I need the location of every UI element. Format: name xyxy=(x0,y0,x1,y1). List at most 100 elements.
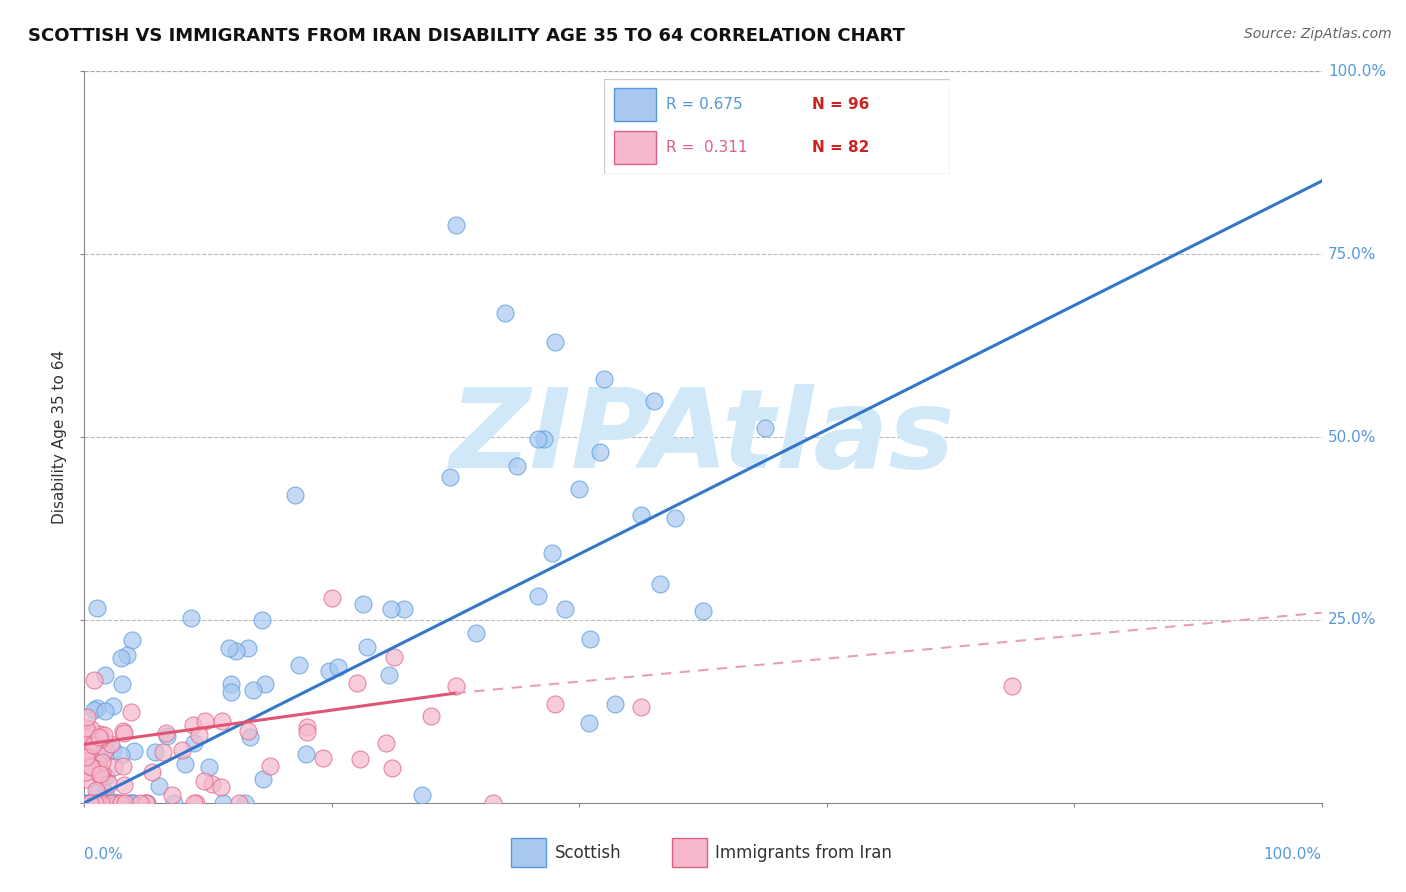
Point xyxy=(94,743,117,757)
Point xyxy=(643,393,665,408)
Point xyxy=(87,796,110,810)
Point xyxy=(380,602,402,616)
Point xyxy=(374,736,396,750)
Y-axis label: Disability Age 35 to 64: Disability Age 35 to 64 xyxy=(52,350,67,524)
Point xyxy=(86,762,108,776)
Point xyxy=(211,714,233,728)
Text: 75.0%: 75.0% xyxy=(1327,247,1376,261)
Point xyxy=(89,726,111,740)
Point xyxy=(87,756,110,771)
Point xyxy=(86,700,108,714)
Point xyxy=(91,766,114,780)
Point xyxy=(252,772,274,787)
Point xyxy=(321,591,343,605)
Point xyxy=(527,433,550,447)
Point xyxy=(83,796,105,810)
Point xyxy=(80,796,103,810)
Point xyxy=(209,780,232,794)
Point xyxy=(103,795,125,809)
Point xyxy=(692,604,714,618)
Point xyxy=(121,633,143,648)
Point xyxy=(80,796,103,810)
Point xyxy=(444,218,467,232)
Point xyxy=(193,774,215,789)
Point xyxy=(94,796,117,810)
Point xyxy=(162,789,184,803)
Point xyxy=(152,745,174,759)
Point xyxy=(506,458,529,473)
Point xyxy=(94,769,117,783)
Point xyxy=(83,735,105,749)
Point xyxy=(156,730,179,744)
Point xyxy=(180,610,202,624)
Point xyxy=(754,420,776,434)
Point xyxy=(630,508,652,523)
Point xyxy=(183,735,205,749)
Point xyxy=(75,721,97,735)
Point xyxy=(252,613,274,627)
Point xyxy=(526,589,548,603)
Text: Immigrants from Iran: Immigrants from Iran xyxy=(716,844,893,862)
Point xyxy=(83,703,105,717)
Point xyxy=(219,685,242,699)
Point xyxy=(201,777,224,791)
Point xyxy=(541,546,564,560)
Text: ZIPAtlas: ZIPAtlas xyxy=(450,384,956,491)
Point xyxy=(101,699,124,714)
Point xyxy=(83,796,105,810)
Point xyxy=(135,796,157,810)
Point xyxy=(80,760,103,774)
Point xyxy=(112,725,135,739)
Point xyxy=(121,796,143,810)
Point xyxy=(183,796,205,810)
Point xyxy=(183,718,205,732)
Point xyxy=(76,796,98,810)
Point xyxy=(76,733,98,747)
Point xyxy=(356,640,378,654)
Point xyxy=(89,796,111,810)
Point xyxy=(239,730,262,744)
Point xyxy=(120,705,142,719)
Point xyxy=(579,632,602,647)
Point xyxy=(664,511,686,525)
Point xyxy=(112,778,135,792)
Point xyxy=(80,722,103,736)
Point xyxy=(568,482,591,496)
Point xyxy=(295,724,318,739)
Point xyxy=(90,770,112,784)
Point xyxy=(589,445,612,459)
Point xyxy=(80,758,103,772)
Point xyxy=(444,679,467,693)
Point xyxy=(79,726,101,740)
Point xyxy=(103,759,125,773)
Point xyxy=(93,728,115,742)
Point xyxy=(411,788,433,802)
Point xyxy=(465,625,488,640)
Point xyxy=(90,755,112,769)
Text: Scottish: Scottish xyxy=(554,844,621,862)
Point xyxy=(543,334,565,349)
Point xyxy=(630,700,652,714)
Point xyxy=(76,710,98,724)
Point xyxy=(236,724,259,739)
Point xyxy=(77,796,100,810)
Point xyxy=(219,677,242,691)
Point xyxy=(83,673,105,687)
Point xyxy=(346,675,368,690)
Point xyxy=(94,785,117,799)
Point xyxy=(94,704,117,718)
Point xyxy=(111,677,134,691)
Text: 100.0%: 100.0% xyxy=(1264,847,1322,862)
Point xyxy=(382,649,405,664)
Point xyxy=(91,796,114,810)
Point xyxy=(135,796,157,810)
Point xyxy=(419,709,441,723)
FancyBboxPatch shape xyxy=(512,838,546,867)
Point xyxy=(84,783,107,797)
Text: 50.0%: 50.0% xyxy=(1327,430,1376,444)
Point xyxy=(115,648,138,662)
Point xyxy=(543,698,565,712)
Point xyxy=(98,796,121,810)
Point xyxy=(143,746,166,760)
Point xyxy=(77,796,100,810)
